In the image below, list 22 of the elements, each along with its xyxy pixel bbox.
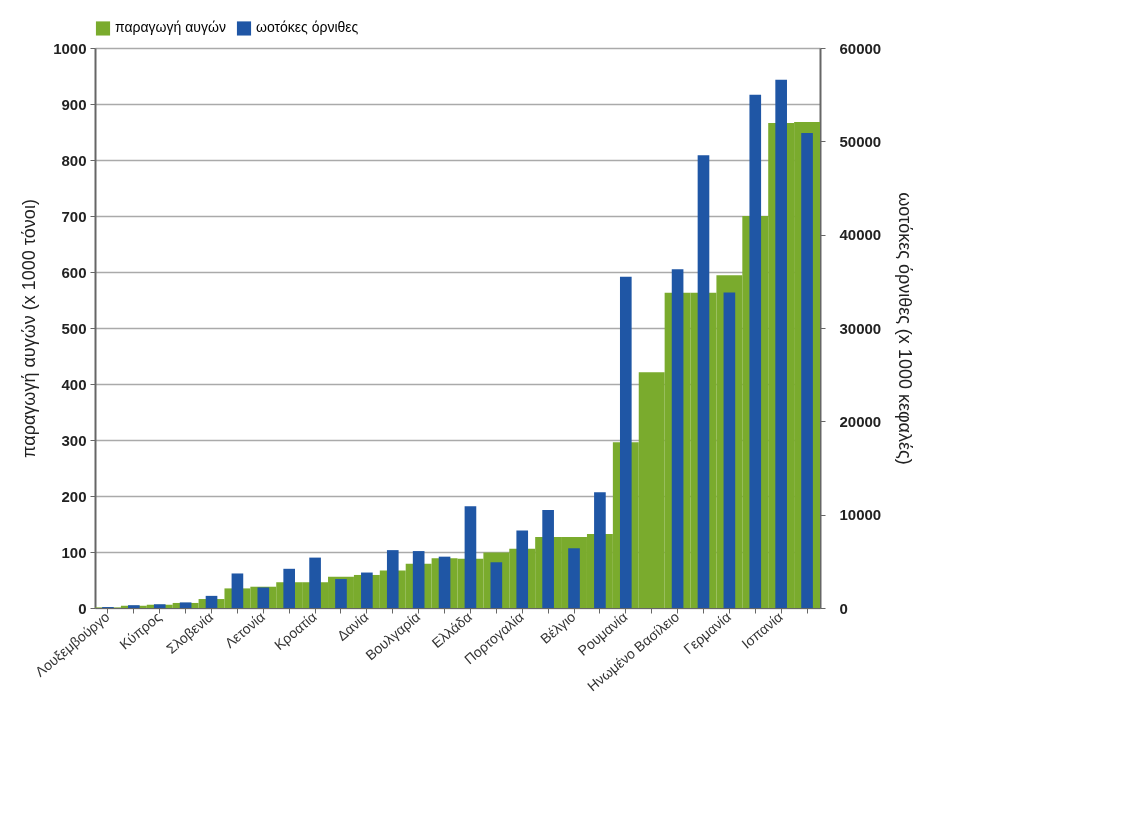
y-tick-label: 0	[78, 599, 87, 617]
y-tick-label: 200	[61, 487, 87, 505]
y-tick-label: 500	[61, 319, 87, 337]
y-tick-label: 400	[61, 375, 87, 393]
y2-axis-title: ωοτόκες όρνιθες (x 1000 κεφαλές)	[895, 192, 916, 465]
y-tick-label: 600	[61, 263, 87, 281]
y-tick-label: 1000	[53, 39, 87, 57]
y-tick-label: 800	[61, 151, 87, 169]
y-tick-label: 300	[61, 431, 87, 449]
y-tick-label: 900	[61, 95, 87, 113]
y2-tick-label: 20000	[839, 412, 882, 430]
y2-tick-label: 40000	[839, 226, 882, 244]
y2-tick-label: 30000	[839, 319, 882, 337]
legend-label: παραγωγή αυγών	[115, 19, 226, 36]
y2-tick-label: 0	[839, 599, 848, 617]
y2-tick-label: 10000	[839, 506, 882, 524]
y2-tick-label: 60000	[839, 39, 882, 57]
y-tick-label: 700	[61, 207, 87, 225]
legend-label: ωοτόκες όρνιθες	[256, 19, 359, 36]
y-axis-title: παραγωγή αυγών (x 1000 τόνοι)	[19, 199, 40, 458]
y-tick-label: 100	[61, 543, 87, 561]
y2-tick-label: 50000	[839, 132, 882, 150]
